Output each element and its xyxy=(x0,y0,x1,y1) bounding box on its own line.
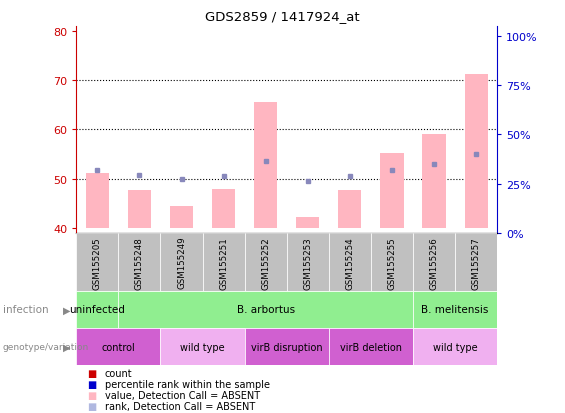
Bar xyxy=(329,328,413,366)
Text: B. melitensis: B. melitensis xyxy=(421,305,489,315)
Text: ▶: ▶ xyxy=(63,342,71,352)
Text: GSM155205: GSM155205 xyxy=(93,236,102,289)
Text: GDS2859 / 1417924_at: GDS2859 / 1417924_at xyxy=(205,10,360,23)
Bar xyxy=(329,233,371,291)
Text: GSM155252: GSM155252 xyxy=(261,236,270,289)
Bar xyxy=(464,75,488,228)
Bar xyxy=(287,233,329,291)
Text: infection: infection xyxy=(3,305,49,315)
Text: virB deletion: virB deletion xyxy=(340,342,402,352)
Bar xyxy=(413,233,455,291)
Bar xyxy=(338,190,362,228)
Text: GSM155257: GSM155257 xyxy=(472,236,481,289)
Text: control: control xyxy=(102,342,135,352)
Bar xyxy=(423,135,446,228)
Text: value, Detection Call = ABSENT: value, Detection Call = ABSENT xyxy=(105,390,260,400)
Text: virB disruption: virB disruption xyxy=(251,342,323,352)
Text: wild type: wild type xyxy=(180,342,225,352)
Text: ■: ■ xyxy=(88,379,97,389)
Text: GSM155248: GSM155248 xyxy=(135,236,144,289)
Text: percentile rank within the sample: percentile rank within the sample xyxy=(105,379,270,389)
Bar xyxy=(245,233,287,291)
Bar xyxy=(380,154,403,228)
Bar xyxy=(170,206,193,228)
Text: ■: ■ xyxy=(88,368,97,378)
Text: count: count xyxy=(105,368,132,378)
Bar xyxy=(76,233,119,291)
Text: GSM155253: GSM155253 xyxy=(303,236,312,289)
Bar xyxy=(413,291,497,328)
Bar xyxy=(119,291,413,328)
Bar xyxy=(455,233,497,291)
Text: wild type: wild type xyxy=(433,342,477,352)
Bar xyxy=(160,328,245,366)
Bar xyxy=(76,291,119,328)
Bar xyxy=(86,173,109,228)
Bar xyxy=(119,233,160,291)
Text: GSM155254: GSM155254 xyxy=(345,236,354,289)
Text: genotype/variation: genotype/variation xyxy=(3,342,89,351)
Bar xyxy=(245,328,329,366)
Bar xyxy=(413,328,497,366)
Bar xyxy=(254,103,277,228)
Text: rank, Detection Call = ABSENT: rank, Detection Call = ABSENT xyxy=(105,401,255,411)
Bar xyxy=(212,189,235,228)
Text: GSM155251: GSM155251 xyxy=(219,236,228,289)
Bar xyxy=(128,190,151,228)
Text: B. arbortus: B. arbortus xyxy=(237,305,295,315)
Text: GSM155249: GSM155249 xyxy=(177,236,186,289)
Text: GSM155256: GSM155256 xyxy=(429,236,438,289)
Bar xyxy=(202,233,245,291)
Bar xyxy=(371,233,413,291)
Text: ▶: ▶ xyxy=(63,305,71,315)
Bar xyxy=(296,218,319,228)
Bar xyxy=(160,233,202,291)
Text: GSM155255: GSM155255 xyxy=(388,236,397,289)
Text: ■: ■ xyxy=(88,401,97,411)
Text: ■: ■ xyxy=(88,390,97,400)
Text: uninfected: uninfected xyxy=(69,305,125,315)
Bar xyxy=(76,328,160,366)
